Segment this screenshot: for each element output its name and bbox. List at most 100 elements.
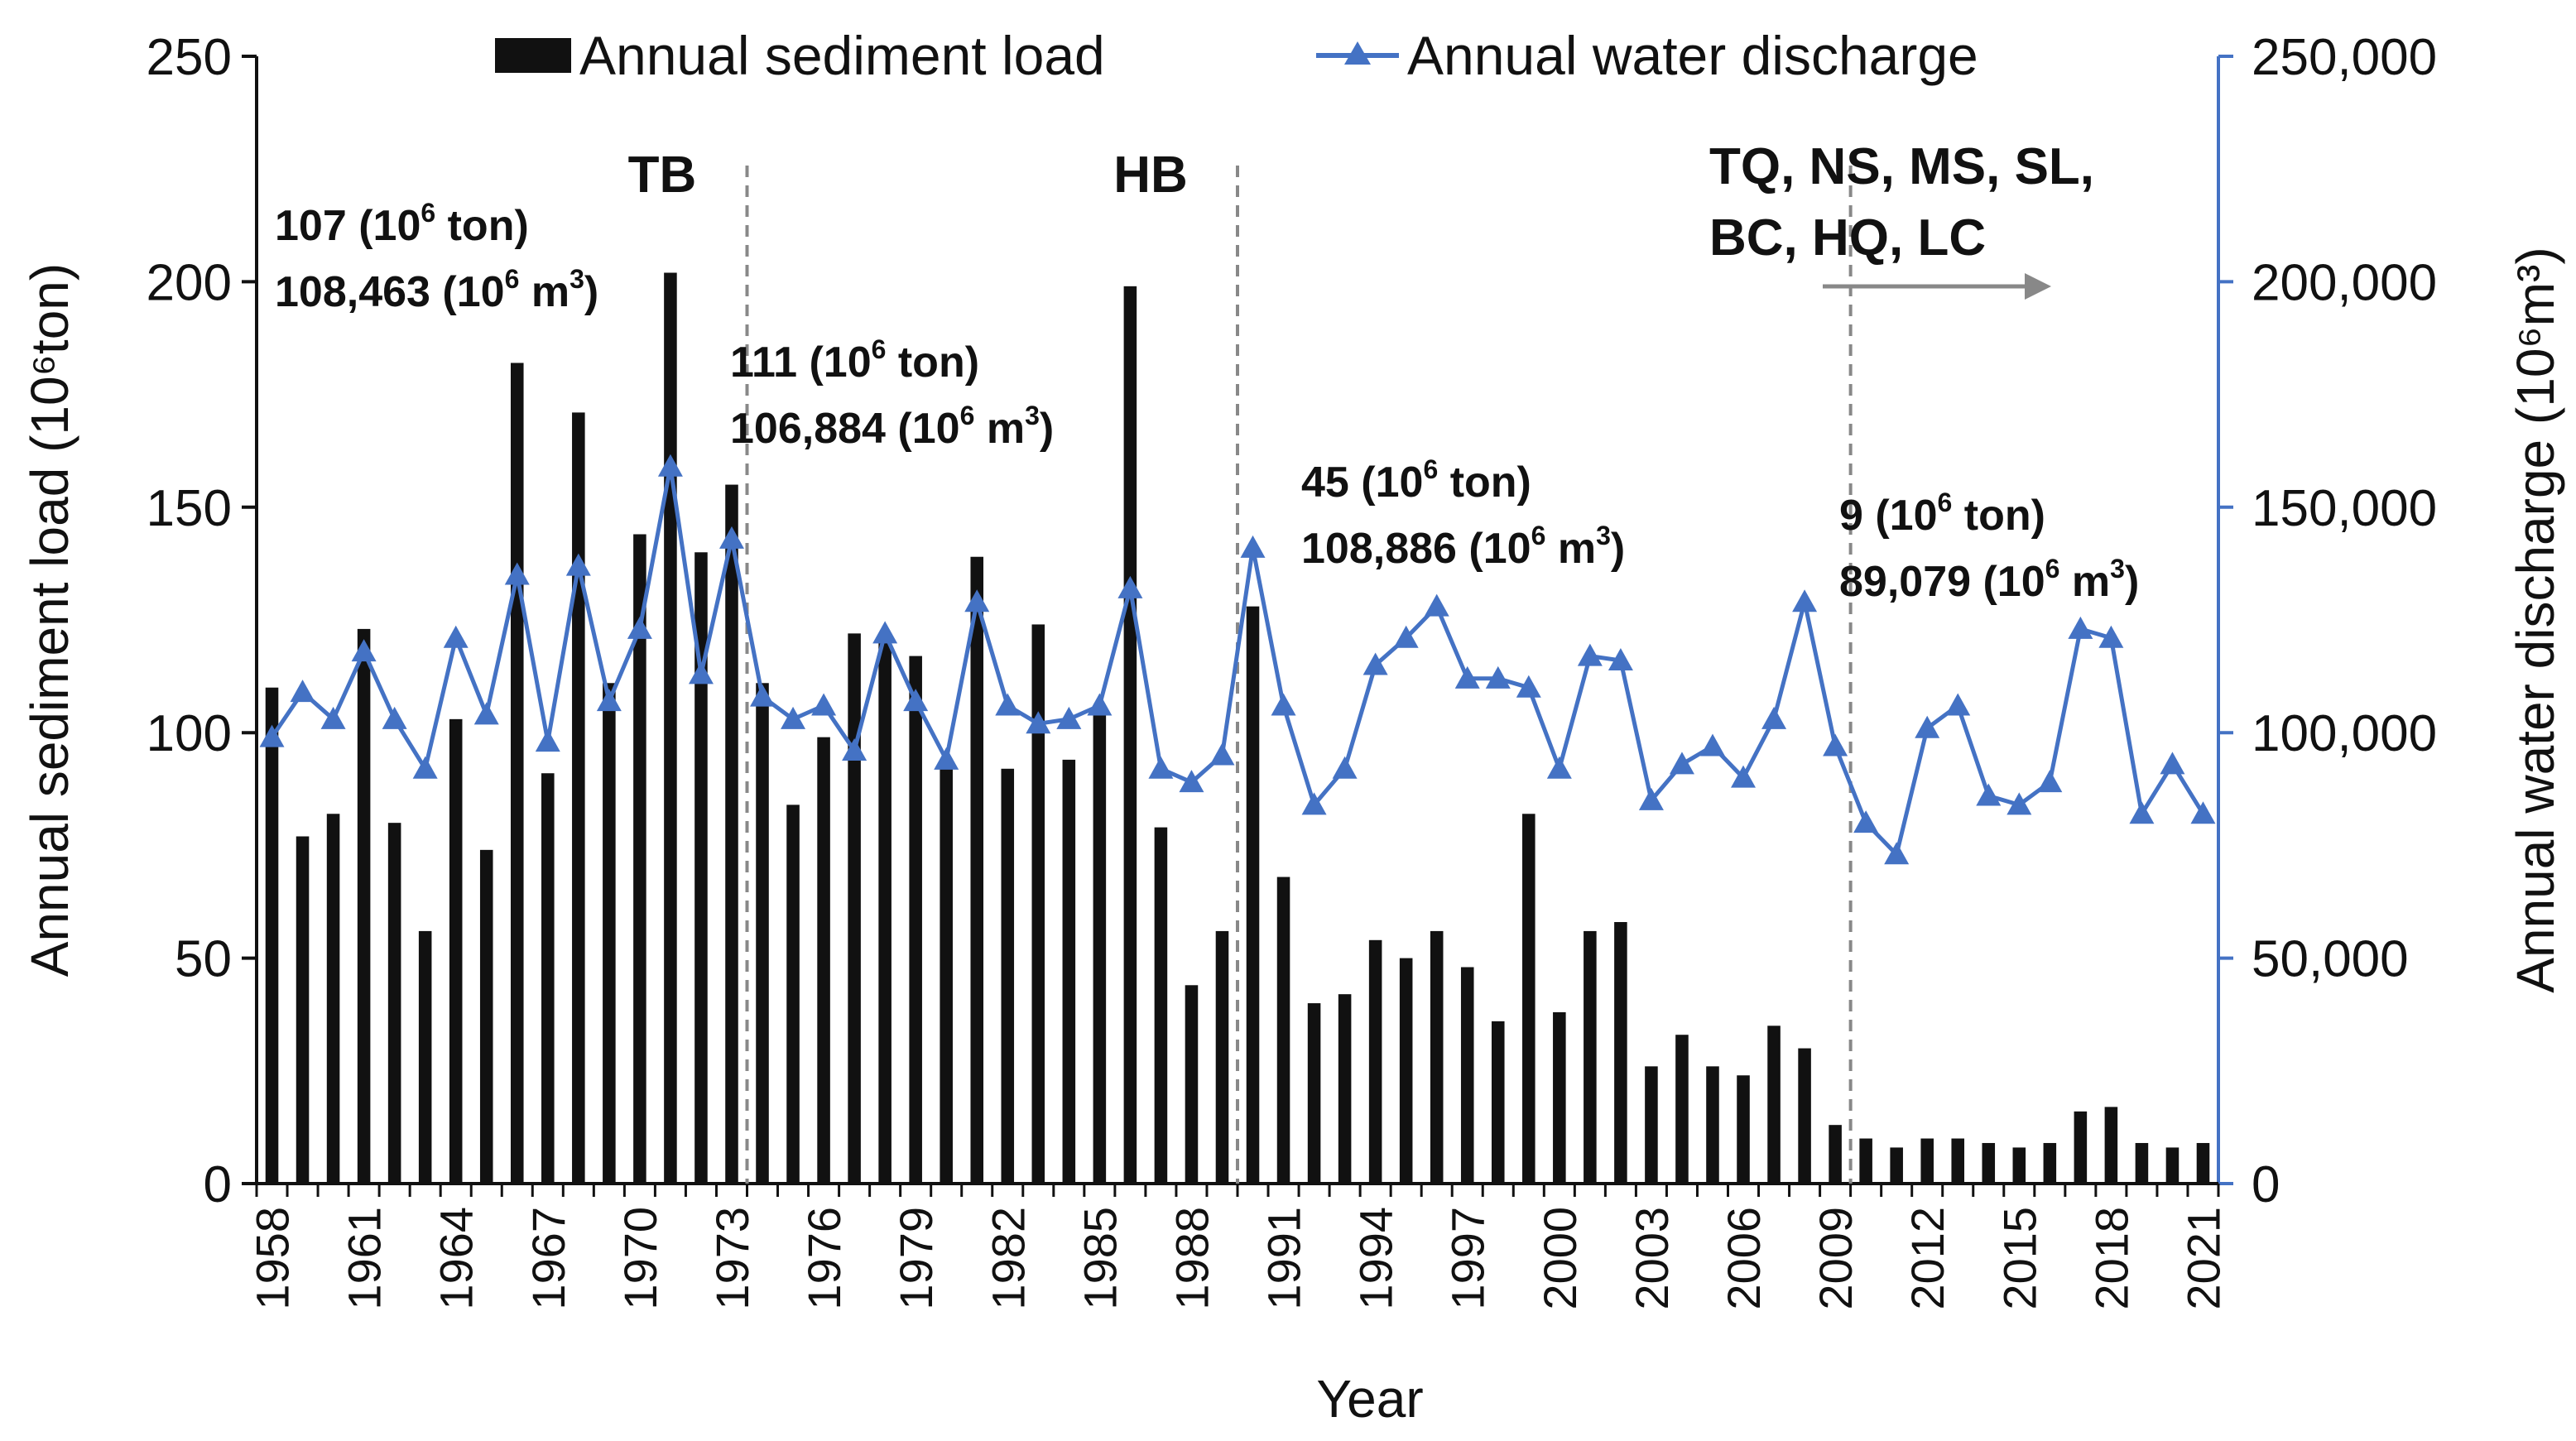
- sediment-bar-2008: [1798, 1048, 1811, 1184]
- discharge-marker-2012: [1915, 715, 1940, 738]
- sediment-bar-1970: [633, 534, 646, 1184]
- x-tick-label: 1997: [1442, 1207, 1494, 1310]
- period-annot-sediment-3: 45 (106 ton): [1301, 454, 1531, 507]
- event-lines: [745, 166, 1853, 1184]
- x-tick-label: 1961: [339, 1207, 391, 1310]
- left-tick-label: 0: [204, 1156, 232, 1213]
- discharge-marker-1993: [1332, 756, 1358, 779]
- legend-bar-swatch: [495, 38, 571, 73]
- discharge-marker-2004: [1669, 752, 1694, 775]
- sediment-bar-1979: [909, 656, 922, 1184]
- discharge-marker-1986: [1117, 575, 1143, 598]
- sediment-bar-1992: [1307, 1003, 1321, 1184]
- discharge-marker-1989: [1209, 742, 1235, 766]
- sediment-bar-2017: [2074, 1111, 2088, 1184]
- sediment-bar-1983: [1031, 624, 1045, 1184]
- discharge-marker-1962: [382, 706, 407, 729]
- discharge-marker-1987: [1148, 756, 1174, 779]
- discharge-marker-2000: [1546, 756, 1572, 779]
- x-tick-label: 1994: [1350, 1207, 1402, 1310]
- x-tick-label: 2009: [1809, 1207, 1862, 1310]
- discharge-marker-2006: [1731, 765, 1757, 788]
- period-annot-sediment-2: 111 (106 ton): [730, 334, 979, 387]
- sediment-bar-1996: [1430, 930, 1444, 1184]
- x-tick-label: 2006: [1718, 1207, 1770, 1310]
- y-left-axis-title: Annual sediment load (10⁶ton): [20, 263, 79, 977]
- x-tick-label: 2015: [1993, 1207, 2045, 1310]
- sediment-bar-1994: [1368, 939, 1382, 1184]
- discharge-marker-1970: [627, 616, 652, 639]
- sediment-bar-1975: [786, 805, 800, 1184]
- right-tick-label: 100,000: [2252, 705, 2437, 762]
- discharge-marker-2002: [1608, 648, 1633, 671]
- discharge-marker-1985: [1087, 693, 1113, 716]
- discharge-marker-2001: [1577, 643, 1603, 666]
- discharge-marker-1999: [1516, 675, 1541, 698]
- period-annot-water-3: 108,886 (106 m3): [1301, 521, 1625, 573]
- sediment-bar-2001: [1584, 930, 1597, 1184]
- sediment-bar-1961: [357, 628, 371, 1184]
- left-axis-ticks: 0 50 100 150 200 250: [147, 29, 257, 1213]
- sediment-bar-1980: [940, 764, 953, 1184]
- sediment-bar-2003: [1645, 1066, 1658, 1184]
- sediment-bar-1958: [265, 687, 279, 1184]
- sediment-bar-1977: [848, 633, 861, 1184]
- sediment-bar-1989: [1215, 930, 1229, 1184]
- period-annot-sediment-1: 107 (106 ton): [275, 198, 529, 250]
- discharge-marker-2003: [1638, 787, 1664, 810]
- sediment-bar-2019: [2135, 1142, 2149, 1184]
- discharge-marker-1965: [473, 702, 499, 725]
- sediment-bar-1978: [878, 642, 892, 1184]
- discharge-line: [270, 464, 2205, 857]
- discharge-marker-1982: [995, 693, 1021, 716]
- period-annot-water-1: 108,463 (106 m3): [275, 264, 598, 316]
- sediment-bar-1966: [510, 363, 524, 1184]
- sediment-bar-1972: [694, 552, 708, 1184]
- discharge-marker-2011: [1884, 842, 1910, 865]
- sediment-bar-2020: [2165, 1147, 2180, 1184]
- dams-period-arrow-head: [2025, 273, 2051, 300]
- sediment-bar-1960: [326, 814, 340, 1184]
- left-tick-label: 250: [147, 29, 232, 86]
- discharge-marker-2015: [2006, 792, 2032, 815]
- discharge-marker-1973: [718, 526, 744, 549]
- x-tick-label: 2003: [1626, 1207, 1678, 1310]
- legend: Annual sediment load Annual water discha…: [495, 25, 1978, 86]
- sediment-bar-2014: [1982, 1142, 1996, 1184]
- discharge-marker-1995: [1393, 625, 1419, 648]
- sediment-bar-1982: [1001, 768, 1015, 1184]
- sediment-bar-1990: [1246, 606, 1260, 1184]
- left-tick-label: 200: [147, 254, 232, 311]
- discharge-marker-1991: [1271, 693, 1296, 716]
- sediment-bar-2006: [1737, 1075, 1750, 1184]
- x-tick-label: 1973: [706, 1207, 758, 1310]
- sediment-bar-1974: [756, 683, 769, 1184]
- sediment-bar-2007: [1767, 1026, 1781, 1184]
- discharge-marker-1981: [964, 589, 990, 612]
- discharge-marker-2019: [2129, 801, 2155, 824]
- left-tick-label: 50: [175, 931, 232, 988]
- right-tick-label: 50,000: [2252, 931, 2409, 988]
- x-tick-label: 1988: [1165, 1207, 1218, 1310]
- discharge-marker-1994: [1362, 652, 1388, 675]
- x-tick-label: 1991: [1258, 1207, 1310, 1310]
- discharge-marker-1963: [412, 756, 438, 779]
- discharge-marker-1988: [1179, 770, 1204, 793]
- sediment-bar-1959: [296, 836, 310, 1184]
- discharge-line-series: [259, 454, 2216, 865]
- sediment-bar-1962: [387, 823, 401, 1184]
- discharge-marker-2014: [1976, 783, 2002, 806]
- x-tick-label: 1982: [982, 1207, 1034, 1310]
- sediment-bar-1969: [603, 683, 616, 1184]
- discharge-marker-2007: [1761, 706, 1787, 729]
- sediment-bar-1971: [664, 272, 677, 1184]
- x-tick-label: 2012: [1901, 1207, 1954, 1310]
- discharge-marker-1980: [934, 747, 959, 770]
- sediment-bar-1997: [1460, 967, 1474, 1184]
- sediment-bar-1999: [1522, 814, 1536, 1184]
- x-tick-label: 1979: [890, 1207, 942, 1310]
- sediment-bar-2002: [1614, 922, 1627, 1184]
- x-tick-label: 2000: [1534, 1207, 1586, 1310]
- x-tick-label: 1976: [798, 1207, 850, 1310]
